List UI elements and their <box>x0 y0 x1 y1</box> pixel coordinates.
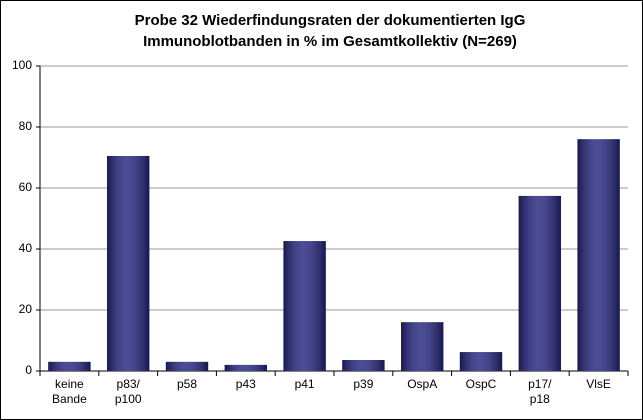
y-tick-label: 100 <box>12 58 32 72</box>
x-tick-label: keine <box>55 377 84 391</box>
y-tick-label: 80 <box>19 119 33 133</box>
x-tick-label: OspC <box>466 377 497 391</box>
x-tick-label: p43 <box>236 377 256 391</box>
y-tick-label: 60 <box>19 180 33 194</box>
bar-shading <box>283 241 326 371</box>
y-tick-label: 40 <box>19 241 33 255</box>
x-tick-label: OspA <box>407 377 437 391</box>
x-tick-label: p39 <box>353 377 373 391</box>
y-tick-label: 20 <box>19 302 33 316</box>
x-tick-label: p18 <box>530 392 550 406</box>
x-tick-label: VlsE <box>586 377 611 391</box>
bar-shading <box>107 155 150 371</box>
bar-shading <box>518 195 561 371</box>
x-tick-label: p41 <box>295 377 315 391</box>
bar-shading <box>459 352 503 371</box>
x-tick-label: p100 <box>115 392 142 406</box>
bar-shading <box>342 360 385 371</box>
chart-title: Probe 32 Wiederfindungsraten der dokumen… <box>135 12 526 29</box>
x-tick-label: p83/ <box>117 377 141 391</box>
bar-shading <box>401 322 444 371</box>
x-tick-label: Bande <box>52 392 87 406</box>
bar-shading <box>224 364 267 371</box>
bar-shading <box>48 361 91 371</box>
bar-shading <box>165 361 209 371</box>
chart-title: Immunoblotbanden in % im Gesamtkollektiv… <box>143 33 517 50</box>
bar-shading <box>577 139 620 371</box>
x-tick-label: p58 <box>177 377 197 391</box>
x-tick-label: p17/ <box>528 377 552 391</box>
y-tick-label: 0 <box>25 363 32 377</box>
